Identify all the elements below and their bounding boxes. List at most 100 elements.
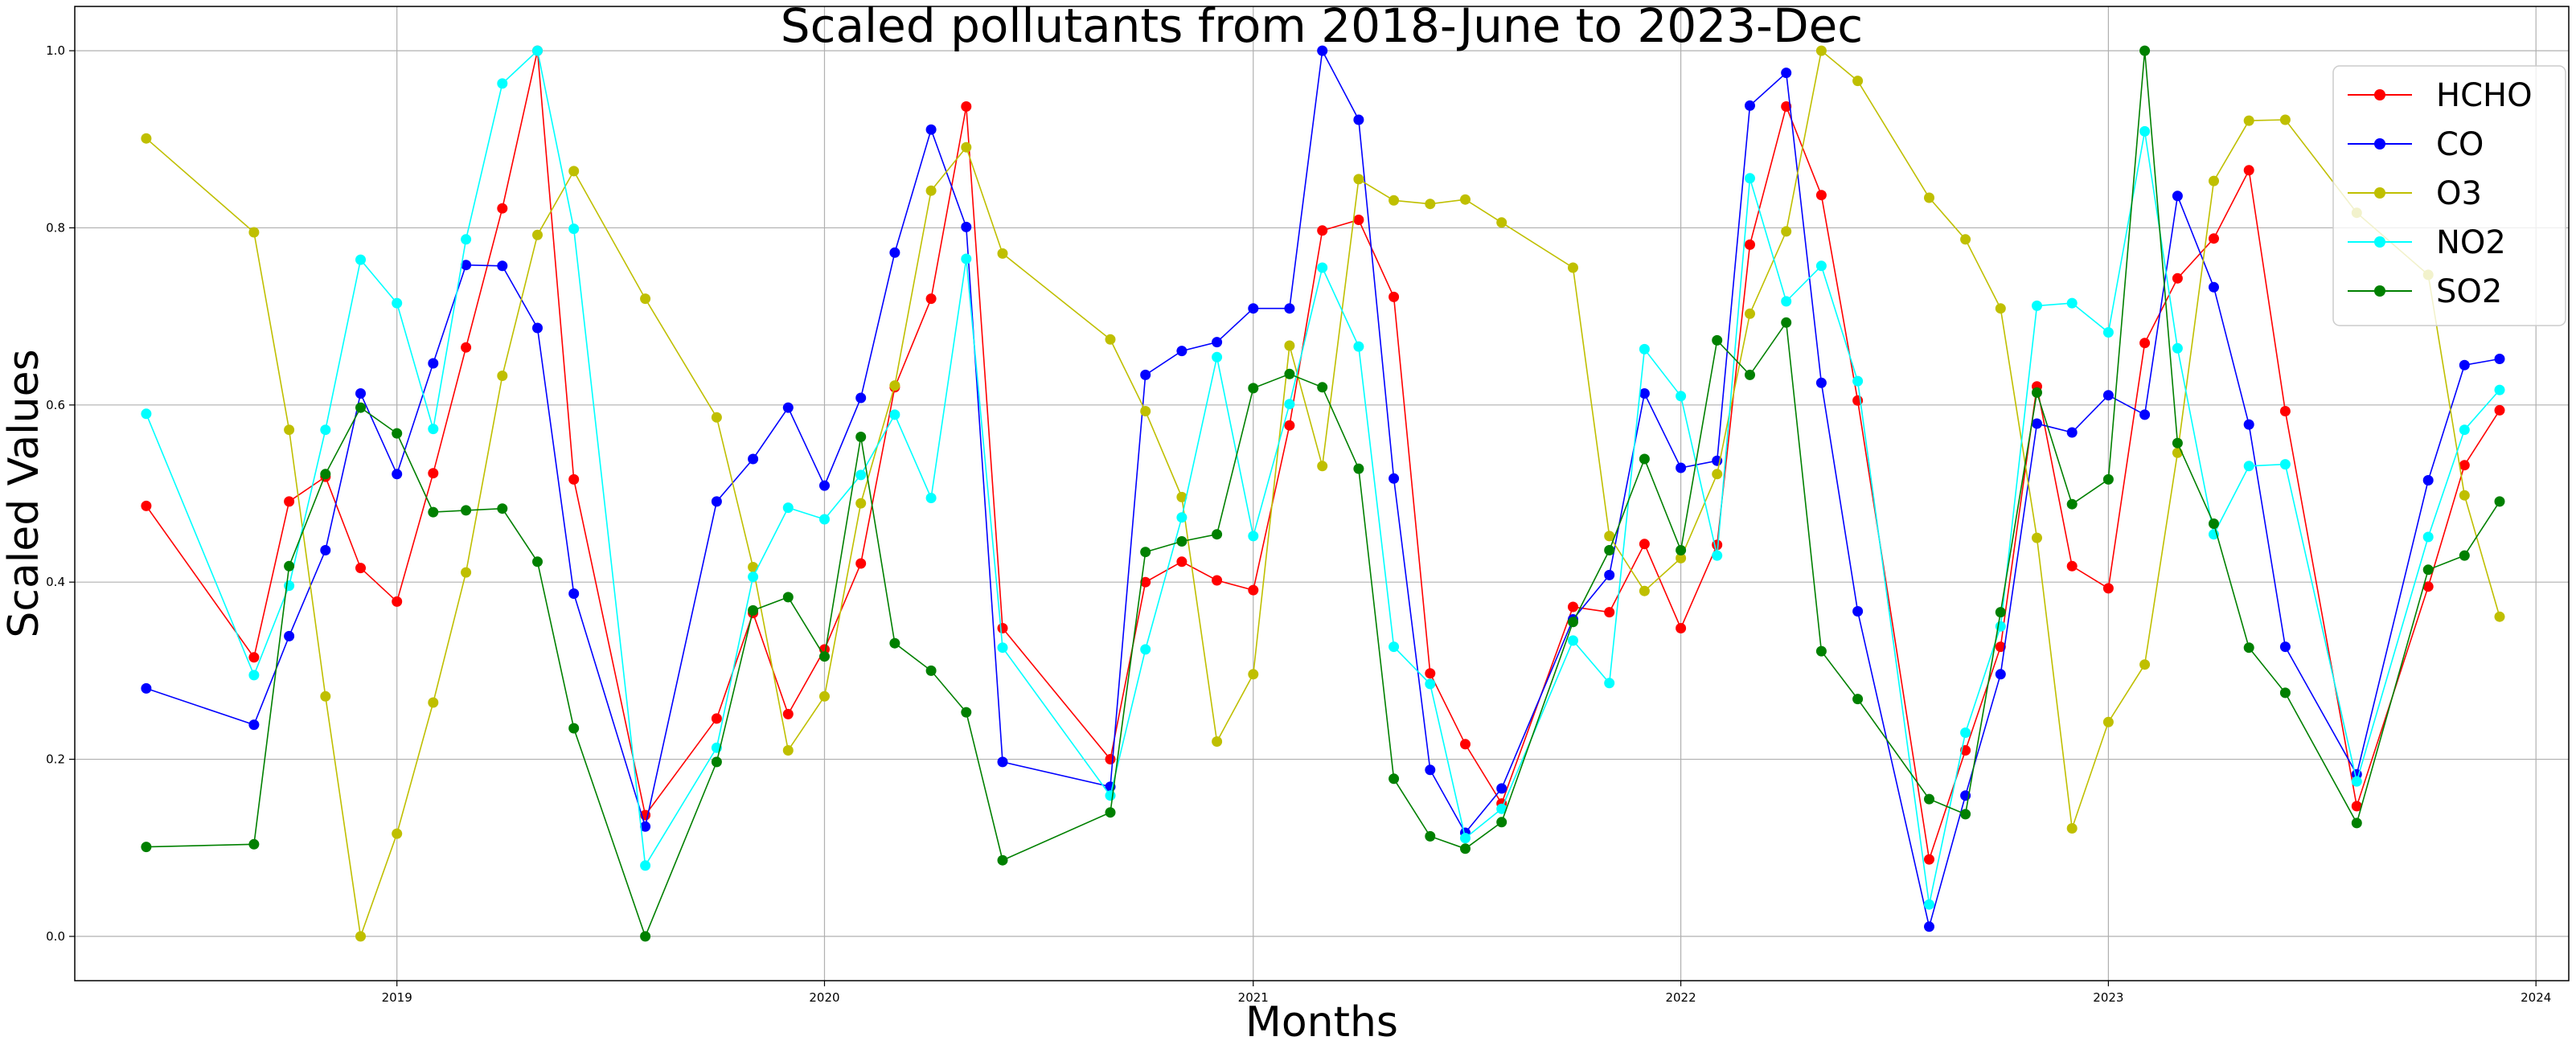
data-point-no2 [1568,635,1578,646]
data-point-o3 [532,229,543,240]
data-point-no2 [2459,424,2470,436]
y-ticks: 0.0 0.2 0.4 0.6 0.8 1.0 [46,43,75,944]
data-point-no2 [392,297,403,309]
data-point-no2 [1496,803,1507,814]
data-point-hcho [1924,854,1934,865]
data-point-so2 [532,556,543,568]
data-point-so2 [1568,617,1578,628]
x-tick-label: 2023 [2093,990,2123,1005]
data-point-co [2102,390,2114,401]
legend-marker-so2 [2374,285,2385,297]
data-point-no2 [2102,327,2114,338]
data-point-no2 [532,45,543,56]
data-point-o3 [141,133,152,144]
data-point-so2 [1712,334,1723,346]
data-point-co [640,821,651,832]
legend-label-hcho: HCHO [2436,77,2533,114]
series-line-hcho [146,50,2500,860]
data-point-so2 [889,637,900,649]
data-point-so2 [497,503,508,514]
data-point-so2 [2422,564,2434,576]
data-point-o3 [568,166,580,177]
data-point-co [997,756,1008,768]
data-point-co [320,545,331,555]
data-point-so2 [2172,437,2183,449]
legend-label-no2: NO2 [2436,224,2506,261]
data-point-o3 [320,690,331,702]
data-point-co [1496,783,1507,794]
data-point-co [925,124,937,135]
data-point-so2 [925,665,937,676]
data-point-so2 [1425,830,1436,842]
data-point-hcho [925,293,937,305]
data-point-so2 [1496,817,1507,828]
data-point-o3 [1176,491,1188,502]
data-point-o3 [284,424,295,436]
data-point-o3 [855,498,867,509]
data-point-o3 [2459,490,2470,501]
data-point-so2 [1960,809,1971,820]
data-point-so2 [355,402,366,413]
data-point-no2 [2351,776,2362,787]
data-point-so2 [1176,536,1188,547]
y-tick-label: 0.4 [46,575,65,589]
data-point-no2 [1852,375,1864,387]
data-point-hcho [1815,190,1827,201]
data-point-o3 [1639,585,1650,596]
legend-box [2332,65,2566,326]
data-point-co [1852,606,1864,617]
legend-marker-no2 [2374,236,2385,248]
data-point-so2 [748,604,759,616]
y-tick-label: 1.0 [46,43,65,58]
data-point-o3 [1960,234,1971,245]
x-tick-label: 2021 [1238,990,1269,1005]
series-co [141,45,2505,932]
data-point-so2 [1284,368,1295,379]
data-point-co [1815,377,1827,388]
data-point-co [141,682,152,694]
grid [75,6,2569,981]
data-point-no2 [248,670,260,681]
data-point-hcho [1105,754,1116,764]
data-point-o3 [1353,174,1364,185]
data-point-no2 [1353,341,1364,352]
data-point-so2 [1745,369,1755,380]
y-axis-title: Scaled Values [0,349,48,637]
data-point-o3 [997,248,1008,259]
data-point-no2 [428,424,439,435]
data-point-co [748,453,759,465]
legend-marker-o3 [2374,187,2385,199]
data-point-hcho [782,708,794,719]
data-point-co [248,719,260,731]
data-point-no2 [855,469,867,481]
legend-label-co: CO [2436,126,2484,163]
y-tick-label: 0.6 [46,398,65,412]
data-point-co [1212,337,1223,348]
data-point-hcho [1212,575,1223,586]
data-point-so2 [320,469,331,480]
data-point-so2 [1781,317,1792,328]
data-point-no2 [640,860,651,871]
data-point-so2 [1460,843,1471,854]
data-point-hcho [1248,584,1259,596]
data-point-so2 [284,560,295,572]
data-point-o3 [1924,192,1934,203]
data-point-no2 [2066,297,2078,309]
data-point-co [711,496,722,507]
data-point-hcho [1995,641,2006,653]
data-point-no2 [461,234,472,245]
y-tick-label: 0.8 [46,220,65,235]
data-point-co [782,402,794,413]
legend-item-o3: O3 [2348,175,2482,212]
data-point-o3 [428,697,439,708]
data-point-o3 [1496,217,1507,228]
data-point-co [1781,68,1792,79]
data-point-o3 [2279,114,2291,125]
data-point-so2 [819,651,830,662]
legend-marker-co [2374,138,2385,150]
data-point-co [2172,191,2183,202]
data-point-so2 [961,707,972,718]
data-point-o3 [1317,461,1328,472]
data-point-hcho [1676,623,1687,633]
